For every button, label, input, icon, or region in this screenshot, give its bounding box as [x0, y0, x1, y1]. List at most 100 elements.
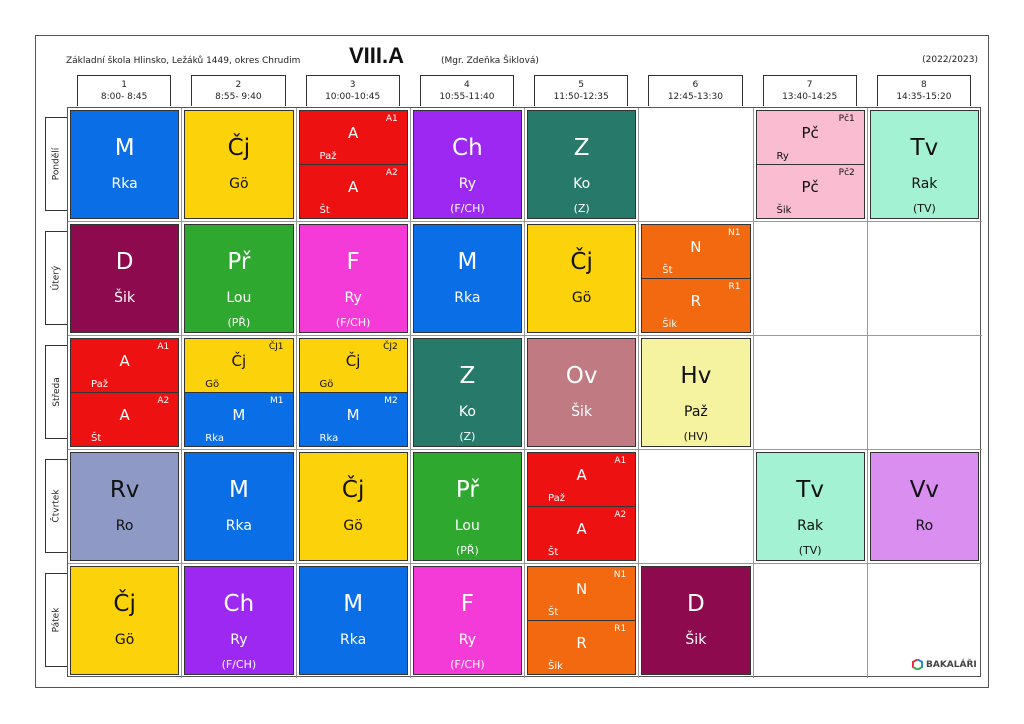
lesson-card[interactable]: Ch Ry (F/CH)	[184, 566, 294, 675]
lesson-card[interactable]: ČJ2 Čj Gö M2 M Rka	[298, 338, 408, 447]
group-label: R1	[614, 623, 627, 634]
timetable-cell	[639, 450, 754, 564]
lesson-teacher: Šik	[571, 404, 593, 420]
group-lesson-bottom[interactable]: A2 A Št	[528, 506, 636, 560]
lesson-room: (PŘ)	[227, 316, 251, 329]
group-lesson-top[interactable]: ČJ1 Čj Gö	[185, 339, 293, 393]
day-name: Úterý	[51, 265, 62, 291]
school-year: (2022/2023)	[922, 55, 978, 65]
group-lesson-bottom[interactable]: R1 R Šik	[642, 278, 750, 332]
lesson-card[interactable]: Tv Rak (TV)	[755, 452, 865, 561]
lesson-card[interactable]: Čj Gö	[298, 452, 408, 561]
lesson-card[interactable]: Tv Rak (TV)	[869, 110, 979, 219]
lesson-room: (TV)	[912, 202, 936, 215]
group-lesson-top[interactable]: A1 A Paž	[528, 453, 636, 507]
group-lesson-top[interactable]: N1 N Št	[642, 225, 750, 279]
lesson-subject: Př	[455, 477, 479, 503]
group-lesson-bottom[interactable]: A2 A Št	[71, 392, 179, 446]
timetable-cell	[410, 222, 525, 336]
lesson-card[interactable]: Př Lou (PŘ)	[412, 452, 522, 561]
day-label-box: Pondělí	[46, 118, 67, 210]
lesson-card[interactable]: Čj Gö	[70, 566, 180, 675]
lesson-teacher: Šik	[114, 290, 136, 306]
lesson-card[interactable]: Př Lou (PŘ)	[184, 224, 294, 333]
lesson-subject: Vv	[909, 477, 940, 503]
lesson-teacher: Ry	[344, 290, 362, 306]
lesson-teacher: Lou	[226, 290, 252, 306]
day-label-box: Čtvrtek	[46, 460, 67, 552]
timetable-cell	[68, 336, 183, 450]
class-teacher: (Mgr. Zdeňka Šiklová)	[441, 56, 539, 66]
lesson-card[interactable]: M Rka	[412, 224, 522, 333]
timetable-cell	[182, 108, 297, 222]
group-lesson-bottom[interactable]: Pč2 Pč Šik	[756, 164, 864, 218]
lesson-card[interactable]: M Rka	[70, 110, 180, 219]
lesson-card[interactable]: D Šik	[641, 566, 751, 675]
lesson-card[interactable]: F Ry (F/CH)	[412, 566, 522, 675]
lesson-card[interactable]: Z Ko (Z)	[527, 110, 637, 219]
lesson-card[interactable]: Z Ko (Z)	[412, 338, 522, 447]
lesson-card[interactable]: N1 N Št R1 R Šik	[527, 566, 637, 675]
lesson-card[interactable]: Hv Paž (HV)	[641, 338, 751, 447]
lesson-card[interactable]: Vv Ro	[869, 452, 979, 561]
lesson-card[interactable]: Čj Gö	[184, 110, 294, 219]
lesson-teacher: Rka	[225, 518, 252, 534]
timetable-cell	[410, 450, 525, 564]
timetable-cell	[296, 336, 411, 450]
timetable-cell	[525, 564, 640, 678]
lesson-card[interactable]: Ov Šik	[527, 338, 637, 447]
period-number: 3	[349, 80, 356, 90]
group-lesson-bottom[interactable]: A2 A Št	[299, 164, 407, 218]
lesson-card[interactable]: D Šik	[70, 224, 180, 333]
day-label: Úterý	[45, 231, 67, 325]
lesson-card[interactable]: Čj Gö	[527, 224, 637, 333]
lesson-teacher: Ry	[458, 632, 476, 648]
timetable-cell	[525, 450, 640, 564]
period-header: 7 13:40-14:25	[762, 75, 857, 106]
lesson-card[interactable]: A1 A Paž A2 A Št	[527, 452, 637, 561]
group-label: N1	[728, 228, 741, 238]
group-lesson-top[interactable]: A1 A Paž	[71, 339, 179, 393]
group-lesson-bottom[interactable]: R1 R Šik	[528, 620, 636, 674]
lesson-subject: Z	[573, 135, 590, 161]
group-lesson-bottom[interactable]: M1 M Rka	[185, 392, 293, 446]
lesson-subject: Tv	[910, 135, 939, 161]
lesson-teacher: Paž	[684, 404, 708, 420]
period-header: 8 14:35-15:20	[876, 75, 971, 106]
lesson-card[interactable]: A1 A Paž A2 A Št	[298, 110, 408, 219]
lesson-teacher: Paž	[91, 378, 108, 390]
lesson-teacher: Šik	[662, 319, 678, 330]
lesson-teacher: Rka	[319, 433, 339, 444]
lesson-teacher: Ro	[915, 518, 934, 534]
lesson-teacher: Lou	[454, 518, 480, 534]
lesson-card[interactable]: F Ry (F/CH)	[298, 224, 408, 333]
lesson-card[interactable]: ČJ1 Čj Gö M1 M Rka	[184, 338, 294, 447]
timetable-cell	[525, 108, 640, 222]
day-label-box: Pátek	[46, 574, 67, 666]
group-lesson-top[interactable]: N1 N Št	[528, 567, 636, 621]
lesson-card[interactable]: Rv Ro	[70, 452, 180, 561]
lesson-subject: Pč	[801, 124, 819, 142]
lesson-card[interactable]: M Rka	[298, 566, 408, 675]
group-lesson-top[interactable]: A1 A Paž	[299, 111, 407, 165]
lesson-card[interactable]: N1 N Št R1 R Šik	[641, 224, 751, 333]
lesson-card[interactable]: M Rka	[184, 452, 294, 561]
timetable-cell	[867, 450, 982, 564]
timetable-cell	[68, 108, 183, 222]
lesson-subject: Čj	[345, 352, 361, 370]
lesson-card[interactable]: A1 A Paž A2 A Št	[70, 338, 180, 447]
period-number: 7	[806, 80, 813, 90]
lesson-subject: A	[119, 405, 130, 424]
day-name: Pátek	[51, 607, 62, 633]
school-name: Základní škola Hlinsko, Ležáků 1449, okr…	[66, 56, 301, 66]
lesson-card[interactable]: Ch Ry (F/CH)	[412, 110, 522, 219]
timetable-cell	[867, 336, 982, 450]
group-label: A2	[614, 509, 627, 520]
group-lesson-bottom[interactable]: M2 M Rka	[299, 392, 407, 446]
timetable-cell	[296, 108, 411, 222]
group-lesson-top[interactable]: ČJ2 Čj Gö	[299, 339, 407, 393]
group-lesson-top[interactable]: Pč1 Pč Ry	[756, 111, 864, 165]
lesson-card[interactable]: Pč1 Pč Ry Pč2 Pč Šik	[755, 110, 865, 219]
period-number: 5	[578, 80, 584, 90]
period-header: 6 12:45-13:30	[648, 75, 743, 106]
